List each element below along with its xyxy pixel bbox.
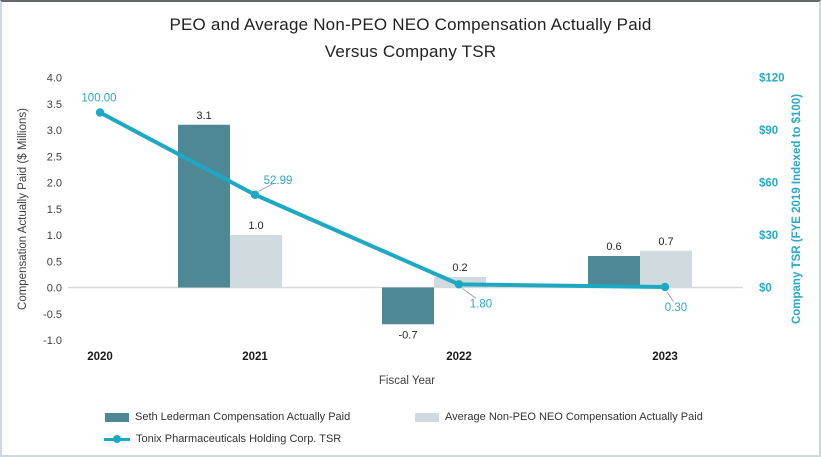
tsr-label-2023: 0.30 xyxy=(665,302,687,314)
bar-nonpeo-2021 xyxy=(230,235,282,288)
left-tick-3.0: 3.0 xyxy=(47,125,62,137)
bar-label-peo-2023: 0.6 xyxy=(606,241,621,253)
right-tick-$0: $0 xyxy=(759,283,772,295)
leader-line-2021 xyxy=(258,183,274,192)
tsr-label-2021: 52.99 xyxy=(264,175,293,187)
bar-nonpeo-2023 xyxy=(640,250,692,288)
legend-swatch-peo-icon xyxy=(105,412,129,422)
x-tick-2022: 2022 xyxy=(446,351,472,363)
right-tick-$60: $60 xyxy=(759,178,778,190)
legend-swatch-nonpeo-icon xyxy=(415,412,439,422)
left-tick-3.5: 3.5 xyxy=(47,99,62,111)
tsr-line xyxy=(98,110,667,289)
left-tick--1.0: -1.0 xyxy=(43,335,62,347)
x-tick-2023: 2023 xyxy=(652,351,678,363)
chart-title-line-1: PEO and Average Non-PEO NEO Compensation… xyxy=(169,15,652,34)
bar-label-peo-2022: -0.7 xyxy=(399,329,418,341)
legend-label-nonpeo: Average Non-PEO NEO Compensation Actuall… xyxy=(445,411,703,423)
legend-label-tsr: Tonix Pharmaceuticals Holding Corp. TSR xyxy=(136,433,342,445)
leader-line-2022 xyxy=(462,288,477,299)
left-tick-1.0: 1.0 xyxy=(47,230,62,242)
legend-item-nonpeo: Average Non-PEO NEO Compensation Actuall… xyxy=(415,411,703,423)
left-tick-1.5: 1.5 xyxy=(47,204,62,216)
left-tick-0.0: 0.0 xyxy=(47,283,62,295)
bar-label-nonpeo-2021: 1.0 xyxy=(248,220,263,232)
tsr-point-2020 xyxy=(95,108,105,117)
left-tick-4.0: 4.0 xyxy=(47,73,62,85)
legend-item-tsr: Tonix Pharmaceuticals Holding Corp. TSR xyxy=(104,433,341,445)
tsr-label-2020: 100.00 xyxy=(81,93,116,105)
chart-title-line-2: Versus Company TSR xyxy=(324,42,497,61)
right-tick-$30: $30 xyxy=(759,230,778,242)
left-tick-2.0: 2.0 xyxy=(47,178,62,190)
bar-peo-2023 xyxy=(588,256,640,288)
right-tick-$120: $120 xyxy=(759,73,785,85)
legend-label-peo: Seth Lederman Compensation Actually Paid xyxy=(135,411,351,423)
right-axis-title: Company TSR (FYE 2019 Indexed to $100) xyxy=(791,93,803,325)
x-axis-title: Fiscal Year xyxy=(379,375,435,387)
bar-label-nonpeo-2023: 0.7 xyxy=(658,236,673,248)
left-tick-0.5: 0.5 xyxy=(47,256,62,268)
tsr-label-2022: 1.80 xyxy=(470,298,492,310)
tsr-point-2021 xyxy=(250,190,260,199)
legend-line-marker-icon xyxy=(104,434,130,444)
bar-label-nonpeo-2022: 0.2 xyxy=(452,262,467,274)
chart-title: PEO and Average Non-PEO NEO Compensation… xyxy=(2,11,819,65)
tsr-point-2022 xyxy=(454,280,464,289)
x-tick-2020: 2020 xyxy=(87,351,113,363)
leader-line-2023 xyxy=(666,291,674,303)
left-axis-title: Compensation Actually Paid ($ Millions) xyxy=(17,108,29,310)
bar-peo-2021 xyxy=(178,124,230,288)
x-tick-2021: 2021 xyxy=(242,351,268,363)
tsr-point-2023 xyxy=(660,282,670,292)
bar-label-peo-2021: 3.1 xyxy=(196,110,211,122)
bar-peo-2022 xyxy=(382,287,434,325)
legend-item-peo: Seth Lederman Compensation Actually Paid xyxy=(105,411,350,423)
left-tick-2.5: 2.5 xyxy=(47,151,62,163)
right-tick-$90: $90 xyxy=(759,125,778,137)
left-tick--0.5: -0.5 xyxy=(43,309,62,321)
